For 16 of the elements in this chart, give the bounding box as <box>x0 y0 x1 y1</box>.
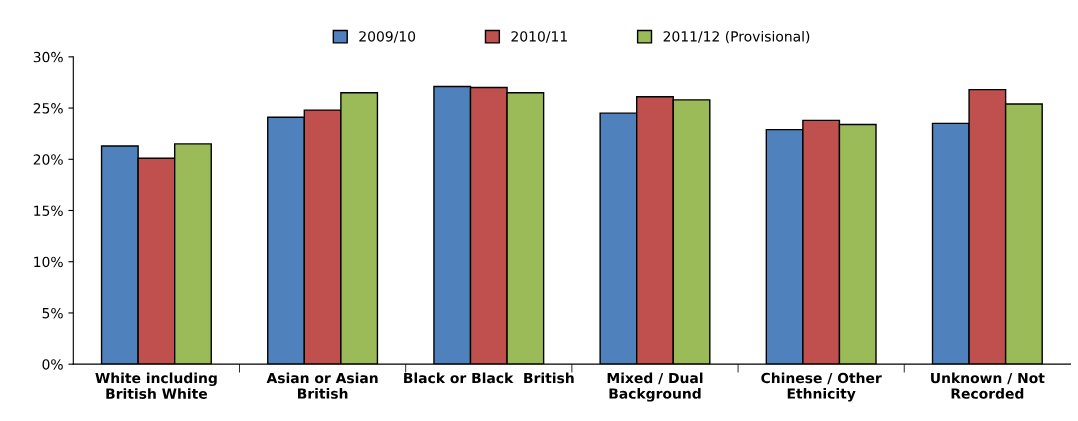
y-tick-label: 10% <box>34 256 63 268</box>
y-tick-label: 20% <box>33 154 63 165</box>
x-tick-label: Chinese / Other Ethnicity <box>761 372 882 402</box>
y-tick-label: 30% <box>33 51 63 63</box>
x-tick-label: Black or Black British <box>404 372 574 384</box>
legend-label: 2009/10 <box>359 31 416 43</box>
y-tick-label: 5% <box>42 307 63 319</box>
y-tick-label: 25% <box>33 103 63 114</box>
legend-label: 2010/11 <box>511 31 567 43</box>
x-tick-label: White including British White <box>95 372 217 399</box>
y-tick-label: 0% <box>42 359 63 370</box>
x-tick-label: Asian or Asian British <box>266 372 378 399</box>
legend-label: 2011/12 (Provisional) <box>663 30 810 44</box>
y-tick-label: 15% <box>34 205 63 216</box>
x-tick-label: Unknown / Not Recorded <box>931 372 1045 399</box>
x-tick-label: Mixed / Dual Background <box>607 372 703 402</box>
